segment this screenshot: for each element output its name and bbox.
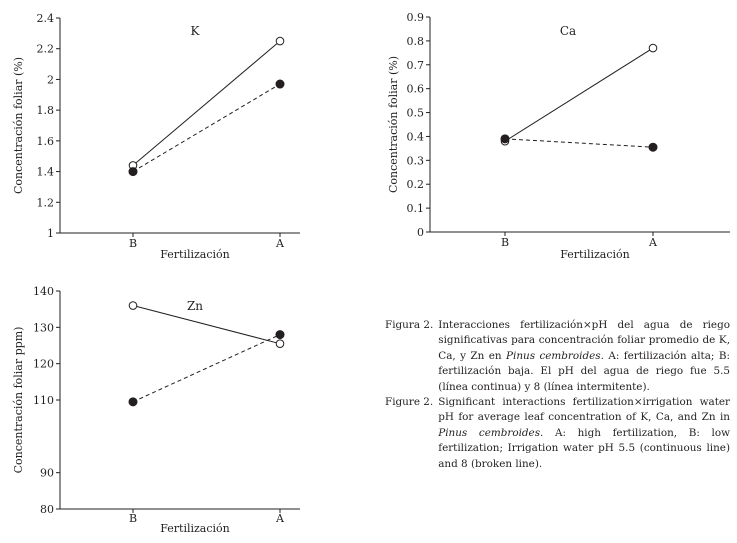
- series-line-ph8: [132, 334, 281, 403]
- caption-en-text-after: . A: high fertilization, B: low fertiliz…: [438, 426, 730, 470]
- y-tick-label: 1: [47, 227, 54, 240]
- data-point-filled: [275, 79, 285, 89]
- y-tick-label: 0.1: [407, 202, 425, 215]
- caption-en: Figure 2. Significant interactions ferti…: [385, 395, 730, 472]
- x-tick-label: A: [648, 236, 658, 249]
- y-tick-label: 120: [33, 358, 54, 371]
- caption-es-label: Figura 2.: [385, 319, 434, 331]
- caption-es-text: Interacciones fertilización×pH del agua …: [438, 318, 730, 395]
- panel-title: K: [191, 24, 201, 38]
- y-tick-label: 110: [33, 394, 54, 407]
- x-tick-label: A: [275, 237, 285, 250]
- data-point-open: [275, 36, 285, 46]
- y-tick-label: 1.6: [37, 135, 55, 148]
- y-tick-label: 130: [33, 321, 54, 334]
- series-line-ph55: [132, 305, 281, 345]
- data-point-filled: [500, 134, 510, 144]
- y-tick-label: 1.4: [37, 166, 55, 179]
- y-tick-label: 90: [40, 467, 54, 480]
- panel-title: Zn: [187, 299, 203, 313]
- x-tick-label: A: [275, 512, 285, 525]
- x-tick-label: B: [129, 512, 137, 525]
- panel-title: Ca: [560, 24, 576, 38]
- data-point-open: [648, 43, 658, 53]
- y-tick-label: 0.4: [407, 130, 425, 143]
- y-tick-label: 140: [33, 285, 54, 298]
- x-tick-label: B: [129, 237, 137, 250]
- x-axis-label: Fertilización: [160, 522, 230, 535]
- data-point-filled: [128, 167, 138, 177]
- y-tick-label: 0.6: [407, 83, 425, 96]
- x-tick-label: B: [501, 236, 509, 249]
- caption-es-text-after: . A: fertilización alta; B: fertilizació…: [438, 349, 730, 393]
- y-axis-label: Concentración foliar ppm): [12, 327, 25, 474]
- data-point-filled: [275, 330, 285, 340]
- y-tick-label: 0.2: [407, 178, 425, 191]
- x-axis-label: Fertilización: [560, 248, 630, 261]
- series-line-ph8: [132, 83, 281, 173]
- chart-panel-2: 80 90 110 120 130 140 B A Fertilización Concentra…: [12, 285, 300, 535]
- caption-es-text-before: Interacciones fertilización×pH del agua …: [438, 319, 730, 362]
- caption-en-species: Pinus cembroides: [438, 426, 541, 439]
- caption-es: Figura 2. Interacciones fertilización×pH…: [385, 318, 730, 395]
- y-axis-label: Concentración foliar (%): [387, 56, 400, 193]
- y-tick-label: 0.9: [407, 11, 425, 24]
- y-tick-label: 0: [417, 226, 424, 239]
- data-point-open: [275, 339, 285, 348]
- data-point-filled: [128, 397, 138, 407]
- y-tick-label: 2.2: [37, 43, 55, 56]
- data-point-open: [128, 301, 138, 310]
- y-tick-label: 80: [40, 503, 54, 516]
- series-line-ph55: [132, 40, 281, 166]
- caption-en-text: Significant interactions fertilization×i…: [438, 395, 730, 472]
- chart-panel-0: 1 1.2 1.4 1.6 1.8 2 2.2 2.4 B A Fertilización Conce…: [12, 12, 300, 261]
- data-point-filled: [648, 142, 658, 152]
- series-line-ph8: [504, 138, 654, 148]
- x-axis-label: Fertilización: [160, 248, 230, 261]
- y-axis-label: Concentración foliar (%): [12, 57, 25, 194]
- y-tick-label: 0.3: [407, 154, 425, 167]
- caption-es-species: Pinus cembroides: [506, 349, 601, 362]
- y-tick-label: 1.2: [37, 196, 55, 209]
- chart-panel-1: 0 0.1 0.2 0.3 0.4 0.5 0.6 0.7 0.8 0.9 B A Fertilizac…: [387, 11, 730, 261]
- series-line-ph55: [504, 47, 654, 142]
- y-tick-label: 1.8: [37, 104, 55, 117]
- y-tick-label: 2: [47, 73, 54, 86]
- figure-caption: Figura 2. Interacciones fertilización×pH…: [385, 318, 730, 472]
- y-tick-label: 0.5: [407, 107, 425, 120]
- y-tick-label: 0.7: [407, 59, 425, 72]
- caption-en-label: Figure 2.: [385, 396, 434, 409]
- caption-en-text-before: Significant interactions fertilization×i…: [438, 396, 730, 424]
- y-tick-label: 0.8: [407, 35, 425, 48]
- y-tick-label: 2.4: [37, 12, 55, 25]
